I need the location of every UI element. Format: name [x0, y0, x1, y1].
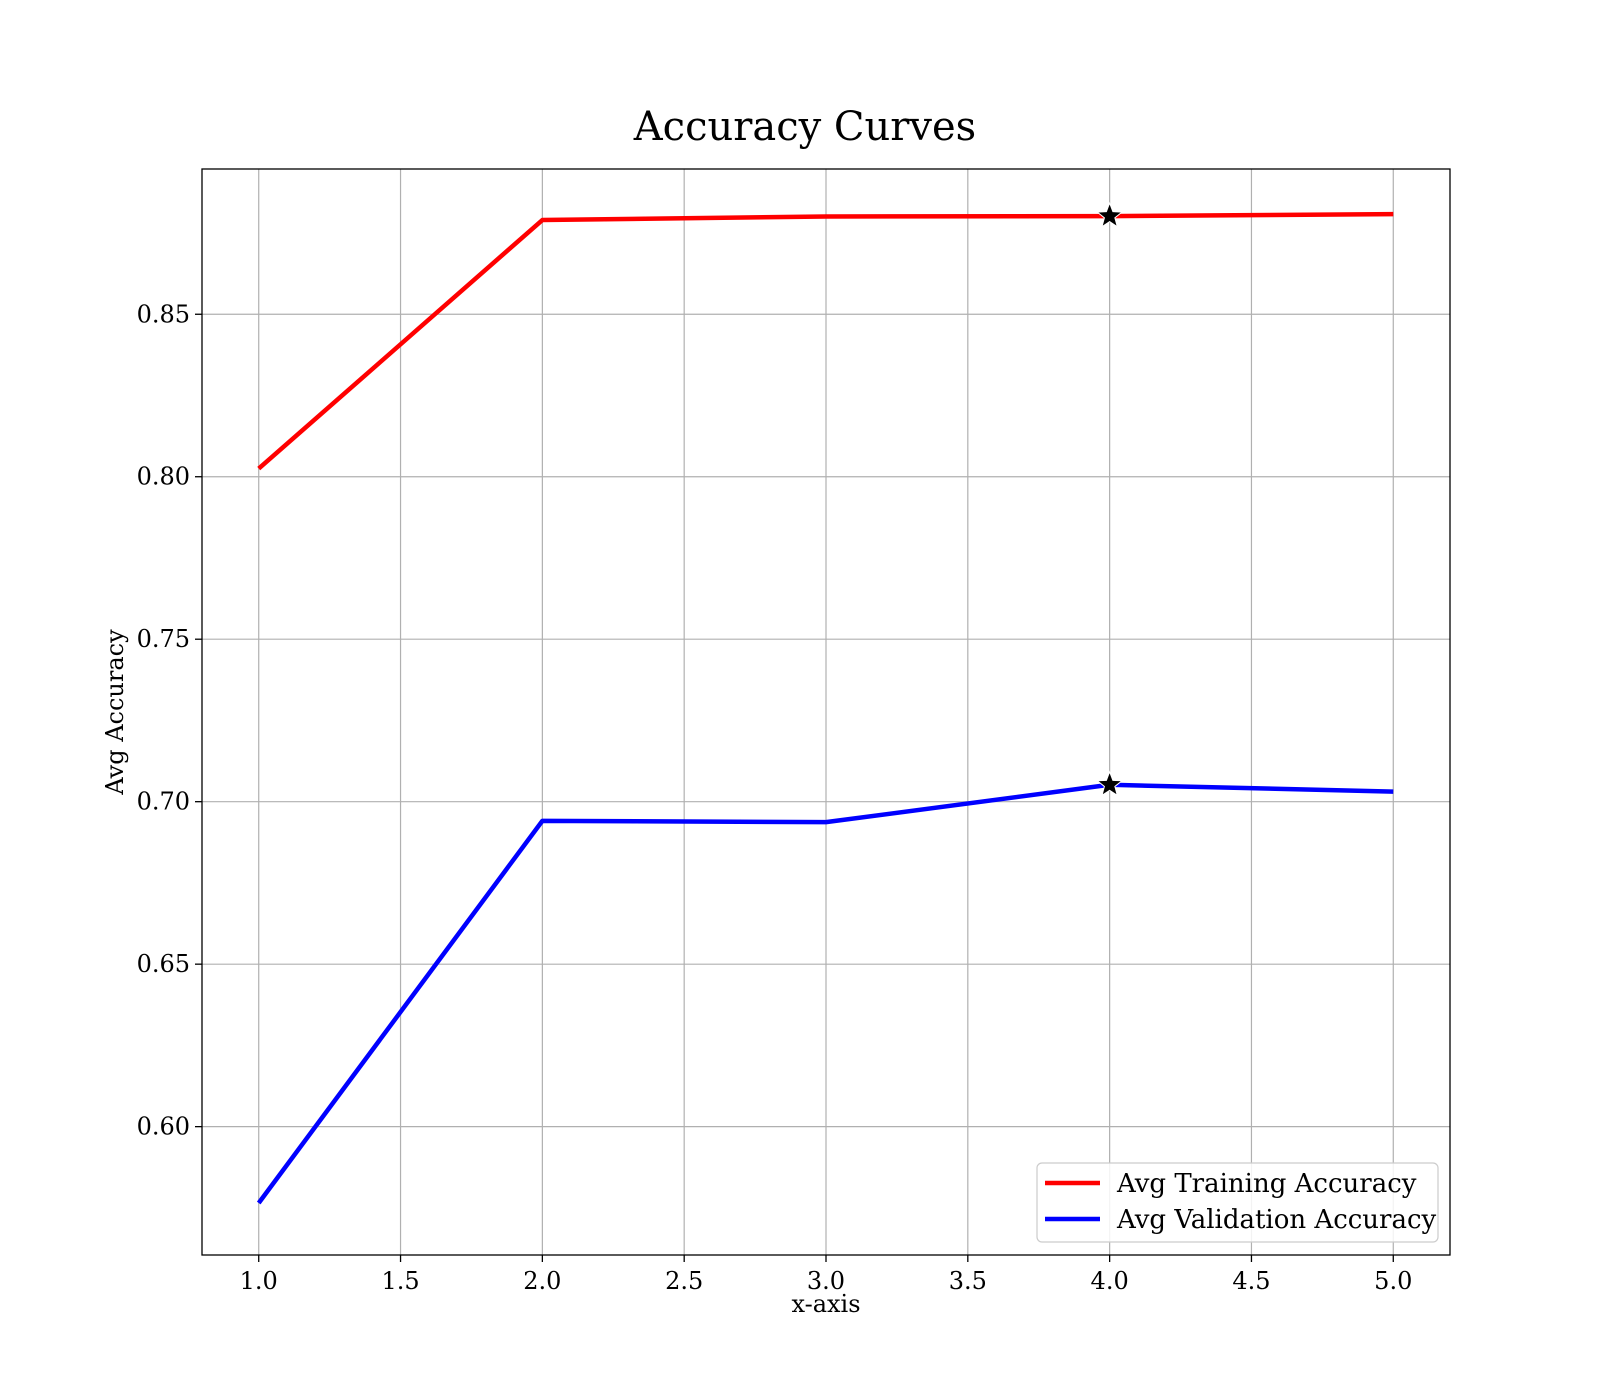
x-axis-label: x-axis — [791, 1290, 860, 1318]
x-tick-label: 3.5 — [949, 1267, 987, 1295]
x-tick-label: 4.5 — [1232, 1267, 1270, 1295]
x-tick-label: 2.0 — [523, 1267, 561, 1295]
x-tick-label: 3.0 — [807, 1267, 845, 1295]
grid — [202, 169, 1450, 1255]
legend-box — [1036, 1162, 1439, 1243]
y-tick-label: 0.65 — [137, 950, 190, 978]
legend-label-validation: Avg Validation Accuracy — [1116, 1205, 1437, 1235]
x-tick-label: 5.0 — [1374, 1267, 1412, 1295]
y-tick-label: 0.60 — [137, 1113, 190, 1141]
y-tick-label: 0.80 — [137, 463, 190, 491]
x-tick-label: 4.0 — [1091, 1267, 1129, 1295]
y-axis-ticks: 0.60 0.65 0.70 0.75 0.80 0.85 — [137, 300, 202, 1141]
legend-label-training: Avg Training Accuracy — [1116, 1169, 1417, 1199]
x-axis-ticks: 1.0 1.5 2.0 2.5 3.0 3.5 4.0 4.5 5.0 — [240, 1255, 1412, 1295]
best-star-marker — [1095, 201, 1124, 228]
legend: Avg Training Accuracy Avg Validation Acc… — [1036, 1162, 1439, 1243]
x-tick-label: 2.5 — [665, 1267, 703, 1295]
y-tick-label: 0.70 — [137, 788, 190, 816]
series-lines — [256, 211, 1394, 1205]
best-markers — [1095, 201, 1124, 797]
y-tick-label: 0.75 — [137, 625, 190, 653]
best-star-marker — [1095, 770, 1124, 797]
chart-title: Accuracy Curves — [633, 104, 976, 150]
y-axis-label: Avg Accuracy — [101, 629, 129, 796]
x-tick-label: 1.5 — [381, 1267, 419, 1295]
y-tick-label: 0.85 — [137, 300, 190, 328]
x-tick-label: 1.0 — [240, 1267, 278, 1295]
